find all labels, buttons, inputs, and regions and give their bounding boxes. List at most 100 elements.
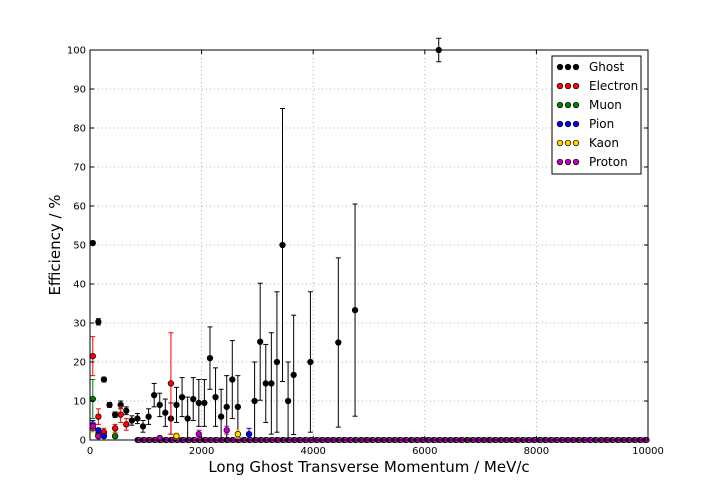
legend-marker [556, 63, 564, 71]
data-point [123, 421, 130, 428]
legend-label: Proton [589, 155, 628, 169]
y-tick-label: 80 [73, 124, 86, 135]
legend-marker [572, 120, 580, 128]
series-proton [89, 421, 230, 442]
y-axis-label: Efficiency / % [46, 194, 64, 295]
legend: Ghost Electron Muon Pion Kaon Proton [551, 55, 642, 175]
data-point [111, 411, 119, 418]
data-point [106, 401, 113, 409]
data-point [184, 415, 191, 422]
y-tick-label: 10 [73, 397, 86, 408]
legend-label: Muon [589, 98, 622, 112]
data-point [290, 371, 297, 379]
data-point [123, 407, 130, 414]
y-tick-label: 30 [73, 319, 86, 330]
data-point [268, 380, 275, 387]
y-tick-label: 70 [73, 163, 86, 174]
data-point [195, 399, 202, 407]
legend-marker [564, 158, 572, 166]
legend-label: Electron [589, 79, 638, 93]
series-ghost [89, 37, 442, 441]
data-point [206, 354, 214, 362]
legend-marker [572, 101, 580, 109]
legend-marker [564, 63, 572, 71]
data-point [89, 353, 96, 360]
data-point [178, 393, 186, 401]
y-tick-label: 90 [73, 85, 86, 96]
legend-marker [564, 82, 572, 90]
legend-marker [572, 63, 580, 71]
data-point [257, 338, 264, 345]
legend-marker [556, 82, 564, 90]
data-point [134, 415, 141, 422]
data-point [217, 413, 225, 420]
legend-box [551, 55, 642, 175]
data-point [145, 413, 152, 420]
legend-item-ghost: Ghost [556, 60, 624, 74]
y-tick-label: 50 [73, 241, 86, 252]
data-point [89, 423, 96, 430]
data-point [100, 376, 108, 383]
x-tick-label: 2000 [189, 446, 214, 457]
legend-item-electron: Electron [556, 79, 638, 93]
legend-marker [556, 120, 564, 128]
data-point [335, 339, 342, 346]
legend-marker [556, 158, 564, 166]
legend-marker [572, 158, 580, 166]
data-points [89, 37, 442, 442]
data-point [229, 376, 236, 383]
legend-marker [572, 82, 580, 90]
data-point [95, 427, 102, 434]
data-point [262, 380, 269, 387]
y-tick-label: 100 [67, 46, 86, 57]
legend-label: Kaon [589, 136, 619, 150]
x-tick-label: 8000 [524, 446, 549, 457]
legend-marker [556, 101, 564, 109]
legend-marker [564, 139, 572, 147]
y-tick-label: 0 [80, 436, 86, 447]
data-point [223, 403, 230, 411]
data-point [100, 432, 108, 440]
legend-marker [572, 139, 580, 147]
data-point [251, 397, 258, 405]
x-tick-label: 4000 [300, 446, 325, 457]
data-point [195, 431, 202, 438]
y-tick-label: 40 [73, 280, 86, 291]
data-point [117, 411, 124, 418]
data-point [95, 413, 102, 420]
data-point [284, 397, 292, 405]
data-point [95, 318, 102, 325]
data-point [128, 417, 136, 424]
data-point [111, 432, 119, 440]
x-tick-label: 10000 [632, 446, 664, 457]
data-point [273, 358, 281, 366]
data-point [223, 427, 230, 434]
tick-labels: 0 2000 4000 6000 8000 10000 0 10 20 30 40 50 60 70 80 9… [67, 46, 664, 458]
data-point [156, 434, 163, 442]
legend-label: Ghost [589, 60, 624, 74]
data-point [111, 425, 119, 432]
legend-label: Pion [589, 117, 614, 131]
legend-item-proton: Proton [556, 155, 628, 169]
data-point [151, 392, 158, 399]
data-point [173, 401, 180, 409]
data-point [201, 399, 208, 407]
x-axis-label: Long Ghost Transverse Momentum / MeV/c [208, 458, 529, 476]
data-point [190, 395, 197, 403]
x-tick-label: 6000 [412, 446, 437, 457]
data-point [156, 401, 163, 409]
x-tick-label: 0 [87, 446, 93, 457]
data-point [234, 403, 242, 411]
data-point [167, 380, 175, 387]
data-point [212, 393, 219, 401]
legend-item-kaon: Kaon [556, 136, 619, 150]
legend-item-pion: Pion [556, 117, 614, 131]
data-point [279, 241, 286, 249]
data-point [351, 306, 359, 314]
y-tick-label: 60 [73, 202, 86, 213]
legend-marker [564, 101, 572, 109]
data-point [307, 358, 314, 366]
axis-ticks [89, 49, 649, 441]
data-point [139, 423, 147, 430]
